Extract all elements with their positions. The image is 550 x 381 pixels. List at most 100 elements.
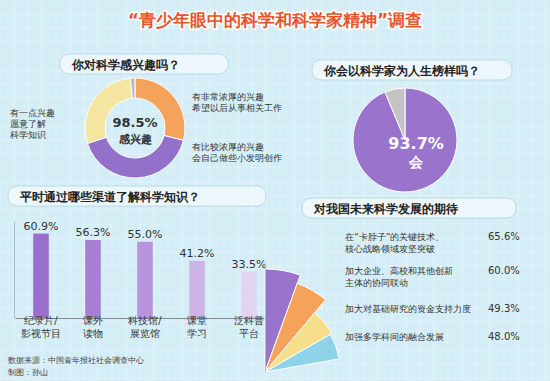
data-label: 49.3% xyxy=(488,303,520,314)
x-tick-label: 纪录片/影视节目 xyxy=(21,315,61,339)
x-tick: 课堂学习 xyxy=(187,315,207,339)
panel-header: 对我国未来科学发展的期待 xyxy=(302,198,516,218)
radial-axis-line xyxy=(265,263,266,373)
y-axis-line xyxy=(14,222,15,319)
center-value: 98.5% xyxy=(112,115,157,130)
main-title: “青少年眼中的科学和科学家精神”调查 xyxy=(128,10,422,30)
category-label: 加大对基础研究的资金支持力度 xyxy=(345,304,471,314)
grid-line xyxy=(420,0,421,381)
data-label: 93.7% xyxy=(388,134,444,153)
text-line: 读物 xyxy=(83,328,103,339)
text-line: 科学知识 xyxy=(10,130,46,140)
text-line: 在“卡脖子”的关键技术、 xyxy=(345,232,444,242)
grid-line xyxy=(518,0,519,381)
grid-line xyxy=(504,0,505,381)
credit: 制图：孙山 xyxy=(8,368,48,377)
grid-line xyxy=(0,252,550,253)
grid-line xyxy=(0,84,550,85)
text-line: 科技馆/ xyxy=(128,315,162,326)
data-label: 55.0% xyxy=(128,228,163,241)
category-label: 加大企业、高校和其他创新主体的协同联动 xyxy=(345,266,453,288)
x-tick: 科技馆/展览馆 xyxy=(128,315,162,339)
bar xyxy=(85,240,101,318)
panel-title: 对我国未来科学发展的期待 xyxy=(313,202,458,216)
donut: 98.5% 感兴趣 xyxy=(85,78,185,178)
text-line: 学习 xyxy=(187,328,207,339)
bar xyxy=(189,261,205,318)
grid-line xyxy=(532,0,533,381)
y-axis xyxy=(14,222,15,319)
grid-line xyxy=(0,98,550,99)
text-line: 加大企业、高校和其他创新 xyxy=(345,266,453,276)
panel-title: 平时通过哪些渠道了解科学知识？ xyxy=(19,190,200,204)
text-line: 愿意了解 xyxy=(10,119,46,129)
data-label: 48.0% xyxy=(488,331,520,342)
panel-header: 你会以科学家为人生榜样吗？ xyxy=(312,60,512,80)
x-tick-label: 课堂学习 xyxy=(187,315,207,339)
center-label: 感兴趣 xyxy=(118,133,152,146)
grid-line xyxy=(490,0,491,381)
data-label: 65.6% xyxy=(488,231,520,242)
pie-slice xyxy=(353,88,457,192)
grid-line xyxy=(0,266,550,267)
x-tick-label: 泛科普平台 xyxy=(234,315,264,339)
text-line: 会自己做些小发明创作 xyxy=(192,153,282,163)
category-label: 加强多学科间的融合发展 xyxy=(345,332,444,342)
background xyxy=(0,0,550,381)
text-line: 加强多学科间的融合发展 xyxy=(345,332,444,342)
text-line: 加大对基础研究的资金支持力度 xyxy=(345,304,471,314)
slice-label: 会 xyxy=(408,154,424,170)
text-line: 影视节目 xyxy=(21,328,61,339)
text-line: 有一点兴趣 xyxy=(10,108,55,118)
x-tick-label: 科技馆/展览馆 xyxy=(128,315,162,339)
text-line: 课外 xyxy=(83,315,103,326)
grid-line xyxy=(0,182,550,183)
grid-line xyxy=(0,0,1,381)
x-tick: 纪录片/影视节目 xyxy=(21,315,61,339)
data-label: 60.0% xyxy=(488,265,520,276)
slice-label: 有非常浓厚的兴趣希望以后从事相关工作 xyxy=(192,92,282,113)
x-tick-label: 课外读物 xyxy=(83,315,103,339)
header-box xyxy=(312,60,512,80)
grid-line xyxy=(546,0,547,381)
text-line: 课堂 xyxy=(187,315,207,326)
panel-header: 平时通过哪些渠道了解科学知识？ xyxy=(8,186,266,206)
category-label: 在“卡脖子”的关键技术、核心战略领域攻坚突破 xyxy=(344,232,444,254)
header-box xyxy=(8,186,266,206)
grid-line xyxy=(476,0,477,381)
data-label: 60.9% xyxy=(24,220,59,233)
grid-line xyxy=(0,42,550,43)
pie: 93.7%会 xyxy=(353,88,457,192)
bar xyxy=(241,272,257,318)
donut-slice xyxy=(130,78,135,98)
text-line: 泛科普 xyxy=(234,315,264,326)
bar xyxy=(137,242,153,318)
x-tick: 泛科普平台 xyxy=(234,315,264,339)
grid-line xyxy=(350,0,351,381)
background-grid xyxy=(0,0,550,381)
slice-label: 有比较浓厚的兴趣会自己做些小发明创作 xyxy=(192,142,282,163)
grid-line xyxy=(0,126,550,127)
grid-line xyxy=(0,378,550,379)
grid-line xyxy=(434,0,435,381)
text-line: 有非常浓厚的兴趣 xyxy=(192,92,264,102)
grid-line xyxy=(336,0,337,381)
donut-slice xyxy=(135,78,185,140)
x-tick: 课外读物 xyxy=(83,315,103,339)
grid-line xyxy=(0,224,550,225)
grid-line xyxy=(462,0,463,381)
data-label: 41.2% xyxy=(180,247,215,260)
header-box xyxy=(60,54,228,74)
text-line: 有比较浓厚的兴趣 xyxy=(192,142,264,152)
data-label: 33.5% xyxy=(232,258,267,271)
grid-line xyxy=(378,0,379,381)
infographic: “青少年眼中的科学和科学家精神”调查你对科学感兴趣吗？ 98.5% 感兴趣 有非常浓厚… xyxy=(0,0,550,381)
panel-title: 你对科学感兴趣吗？ xyxy=(71,58,180,72)
text-line: 核心战略领域攻坚突破 xyxy=(344,244,435,254)
grid-line xyxy=(0,168,550,169)
text-line: 平台 xyxy=(239,328,259,339)
panel-header: 你对科学感兴趣吗？ xyxy=(60,54,228,74)
pie-slice xyxy=(385,88,405,140)
bar xyxy=(33,234,49,318)
grid-line xyxy=(364,0,365,381)
